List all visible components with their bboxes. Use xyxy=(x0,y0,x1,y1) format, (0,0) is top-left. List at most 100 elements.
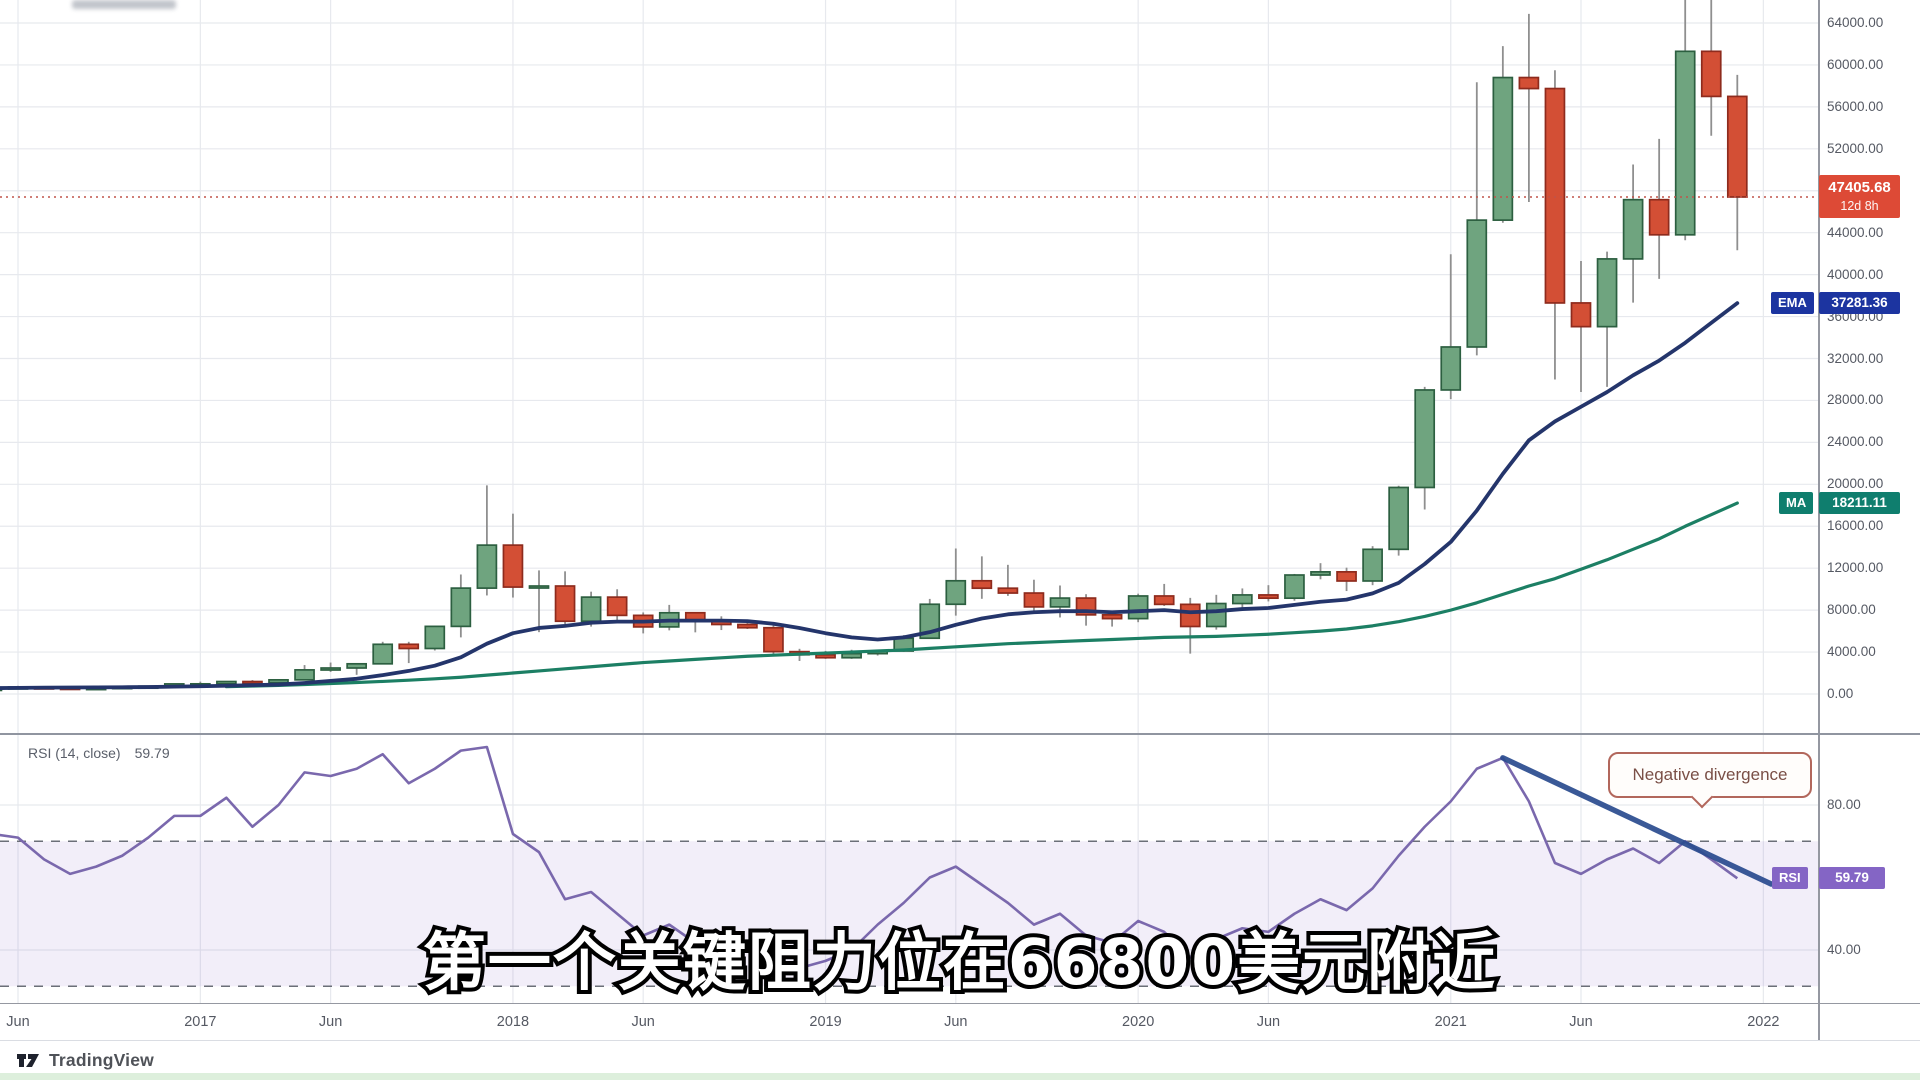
candle-up xyxy=(216,680,237,685)
ema-value-label: 37281.36 xyxy=(1819,292,1900,314)
price-tick-label: 64000.00 xyxy=(1827,15,1884,31)
time-tick-label: 2020 xyxy=(1122,1014,1155,1030)
candle-down xyxy=(971,579,993,590)
rsi-legend-value: 59.79 xyxy=(134,745,170,761)
price-tick-label: 20000.00 xyxy=(1827,476,1884,492)
price-axis-separator xyxy=(1818,0,1820,1040)
candle-up xyxy=(1674,50,1696,236)
rsi-tick-label: 80.00 xyxy=(1827,797,1861,812)
ema-axis-badge: EMA xyxy=(1771,292,1814,314)
candle-up xyxy=(1596,258,1618,328)
candle-up xyxy=(1466,219,1488,348)
tradingview-logo[interactable]: TradingView xyxy=(17,1050,154,1071)
time-tick-label: 2021 xyxy=(1434,1014,1467,1030)
rsi-legend: RSI (14, close) 59.79 xyxy=(28,745,170,761)
candle-up xyxy=(476,544,498,589)
time-axis-bottom-border xyxy=(0,1040,1920,1041)
bar-close-countdown: 12d 8h xyxy=(1840,199,1879,213)
candle-up xyxy=(294,669,315,681)
candle-up xyxy=(1388,486,1410,551)
price-tick-label: 4000.00 xyxy=(1827,644,1876,660)
clipped-legend-smudge xyxy=(72,0,176,9)
candle-up xyxy=(1622,198,1644,260)
candle-up xyxy=(1440,346,1462,391)
candle-up xyxy=(580,596,602,623)
price-tick-label: 24000.00 xyxy=(1827,434,1884,450)
price-tick-label: 12000.00 xyxy=(1827,560,1884,576)
time-tick-label: 2018 xyxy=(496,1014,530,1030)
candle-down xyxy=(1258,594,1279,600)
candle-up xyxy=(450,587,472,628)
time-tick-label: Jun xyxy=(631,1014,655,1030)
price-tick-label: 0.00 xyxy=(1827,686,1854,701)
candle-down xyxy=(1179,603,1201,628)
candle-up xyxy=(1310,571,1331,576)
last-price-value: 47405.68 xyxy=(1828,179,1891,196)
candle-up xyxy=(1205,602,1227,628)
time-tick-label: 2022 xyxy=(1747,1014,1780,1030)
candle-down xyxy=(1726,95,1748,198)
price-tick-label: 52000.00 xyxy=(1827,140,1884,156)
pane-divider[interactable] xyxy=(0,733,1920,735)
time-tick-label: Jun xyxy=(944,1014,968,1030)
candle-up xyxy=(1049,597,1071,608)
video-subtitle: 第一个关键阻力位在66800美元附近 xyxy=(419,922,1499,1003)
candle-down xyxy=(1648,198,1670,236)
divergence-callout[interactable]: Negative divergence xyxy=(1608,752,1812,809)
divergence-trendline[interactable] xyxy=(1500,755,1774,887)
time-tick-label: Jun xyxy=(1256,1014,1281,1030)
price-tick-label: 16000.00 xyxy=(1827,518,1884,534)
candle-down xyxy=(737,623,758,629)
candle-up xyxy=(1284,574,1305,600)
candle-up xyxy=(528,585,550,589)
time-axis-top-border xyxy=(0,1003,1920,1004)
rsi-tick-label: 40.00 xyxy=(1827,942,1861,957)
candle-down xyxy=(1518,76,1540,90)
candle-down xyxy=(1700,50,1722,98)
ma-axis-badge: MA xyxy=(1779,492,1814,514)
candle-down xyxy=(502,544,524,588)
candle-down xyxy=(997,587,1019,594)
price-tick-label: 40000.00 xyxy=(1827,266,1884,282)
candle-up xyxy=(1414,389,1436,489)
price-tick-label: 28000.00 xyxy=(1827,392,1884,408)
candle-up xyxy=(346,662,367,669)
time-tick-label: Jun xyxy=(1569,1014,1593,1030)
candle-up xyxy=(372,643,394,665)
rsi-value-label: 59.79 xyxy=(1819,867,1885,889)
candle-down xyxy=(815,653,836,659)
time-tick-label: Jun xyxy=(6,1014,30,1030)
time-tick-label: 2019 xyxy=(809,1014,842,1030)
candle-down xyxy=(1544,87,1566,304)
rsi-line xyxy=(0,745,1739,970)
candle-down xyxy=(1023,592,1045,608)
candle-down xyxy=(606,596,628,617)
candle-down xyxy=(763,626,784,653)
candle-up xyxy=(945,579,967,606)
price-tick-label: 8000.00 xyxy=(1827,602,1876,618)
ema-tag: EMA xyxy=(1771,292,1814,314)
tradingview-logo-text: TradingView xyxy=(49,1050,154,1070)
bottom-strip xyxy=(0,1073,1920,1080)
candle-down xyxy=(1101,613,1123,620)
ma-value-label: 18211.11 xyxy=(1819,492,1900,514)
time-tick-label: 2017 xyxy=(184,1014,217,1030)
rsi-tag: RSI xyxy=(1772,867,1808,889)
candle-up xyxy=(841,652,862,659)
candle-up xyxy=(1492,76,1514,221)
price-tick-label: 60000.00 xyxy=(1827,56,1884,72)
time-tick-label: Jun xyxy=(318,1014,343,1030)
last-price-label: 47405.68 12d 8h xyxy=(1819,175,1900,218)
tradingview-mark-icon xyxy=(17,1053,39,1067)
candle-up xyxy=(268,678,289,684)
candle-up xyxy=(424,625,446,650)
rsi-band xyxy=(0,841,1818,987)
ma-line xyxy=(224,501,1739,689)
candle-down xyxy=(398,643,420,650)
rsi-legend-title: RSI (14, close) xyxy=(28,745,121,761)
candle-up xyxy=(1362,548,1383,582)
price-tick-label: 32000.00 xyxy=(1827,350,1884,366)
candle-up xyxy=(320,667,341,671)
